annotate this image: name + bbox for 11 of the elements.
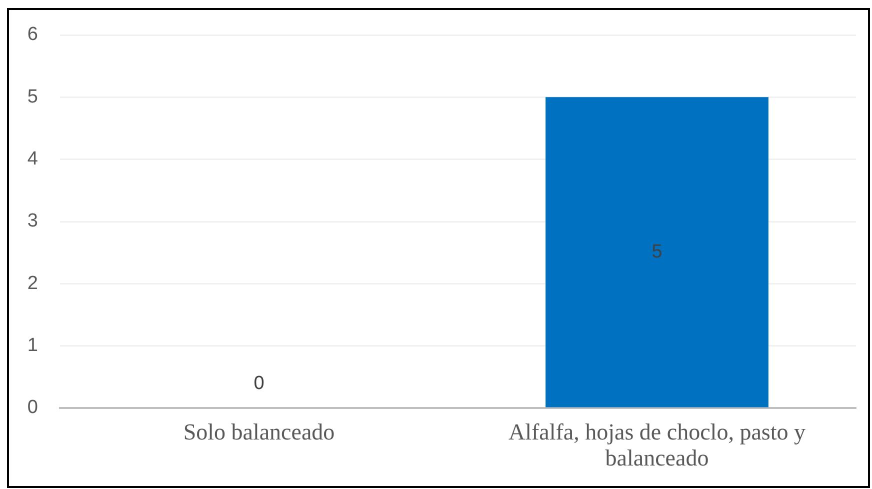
y-tick-label: 2 <box>27 272 38 294</box>
y-tick-label: 3 <box>27 210 38 232</box>
data-label: 5 <box>652 241 662 262</box>
x-tick-label: Solo balanceado <box>183 419 335 444</box>
y-tick-label: 0 <box>27 397 38 418</box>
y-tick-label: 1 <box>27 335 38 356</box>
x-tick-label: Alfalfa, hojas de choclo, pasto y balanceado <box>508 419 806 471</box>
y-tick-label: 6 <box>27 24 38 46</box>
data-label: 0 <box>254 373 264 394</box>
y-tick-label: 5 <box>27 86 38 108</box>
y-tick-label: 4 <box>27 148 38 170</box>
